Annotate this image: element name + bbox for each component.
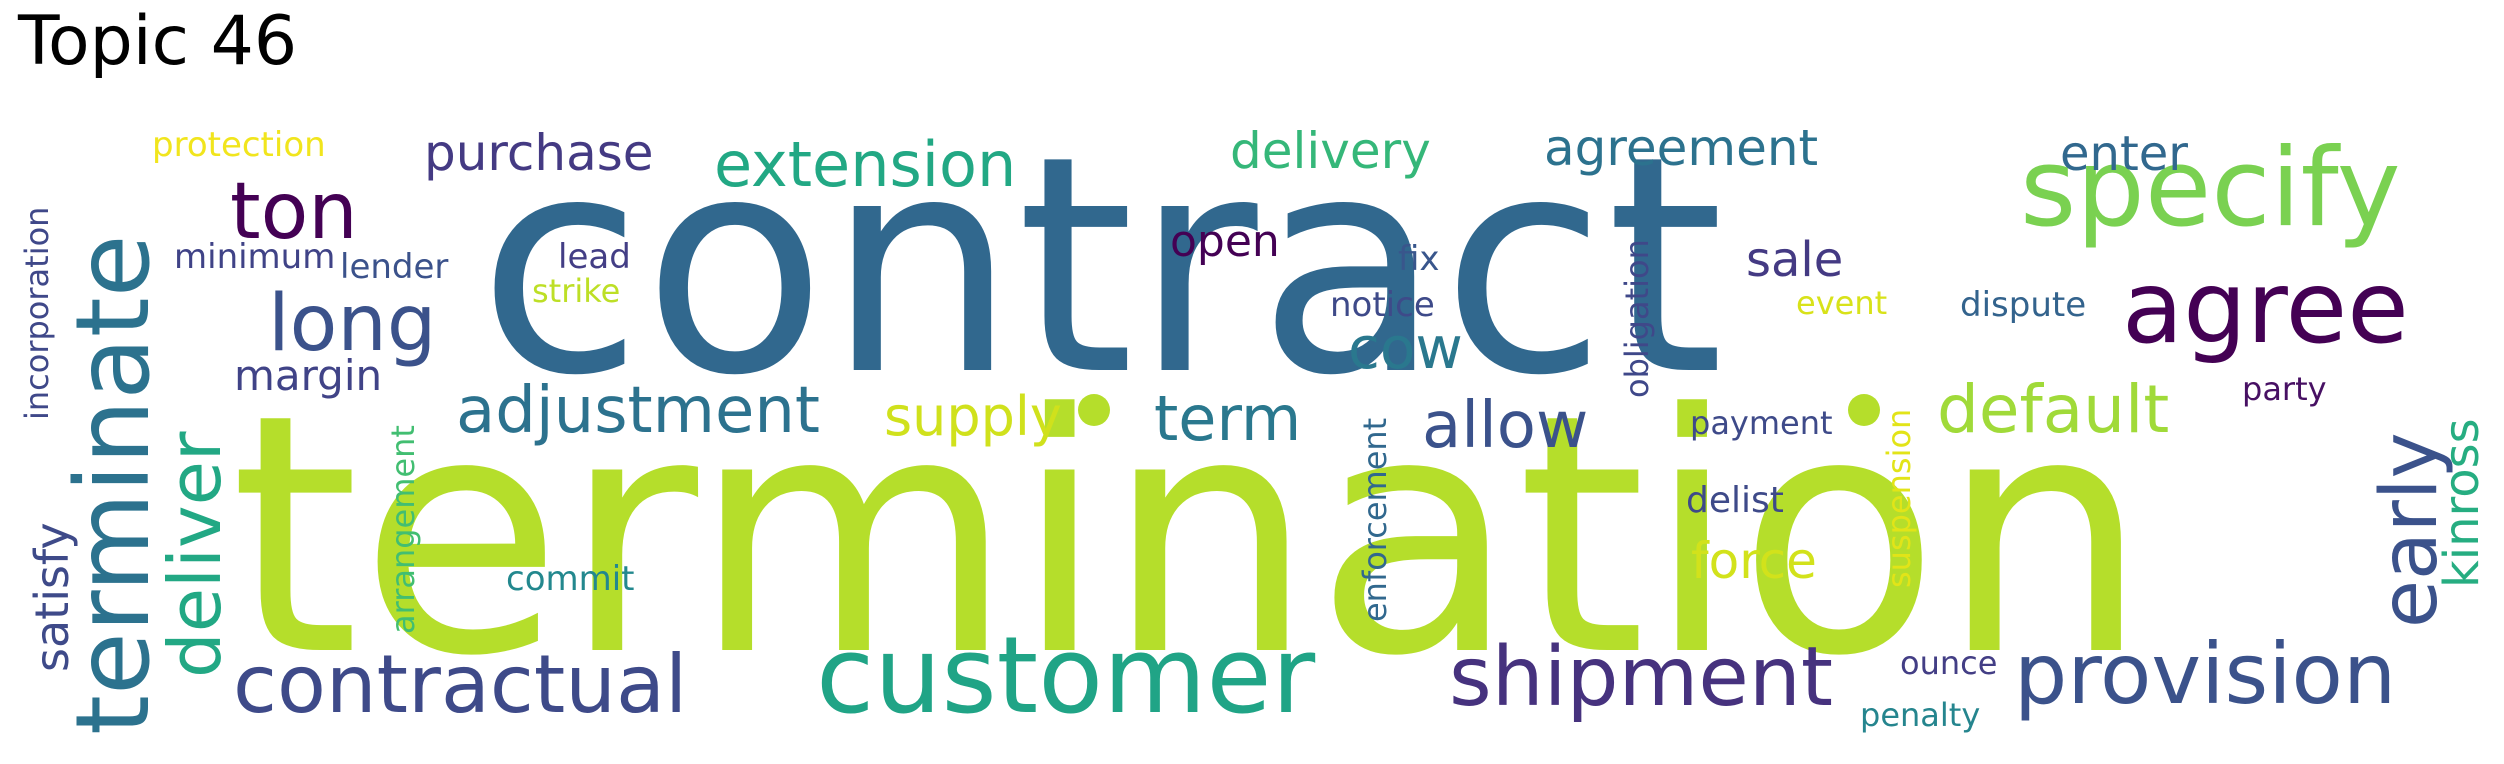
word-dispute: dispute [1960,285,2086,325]
word-long: long [268,279,436,369]
word-party: party [2242,370,2327,408]
word-terminate: terminate [54,235,173,736]
page-title: Topic 46 [18,2,298,81]
word-obligation: obligation [1618,239,1656,398]
word-allow: allow [1422,389,1588,463]
word-agree: agree [2122,249,2409,366]
word-protection: protection [152,125,326,165]
word-commit: commit [506,559,635,599]
word-delist: delist [1686,480,1784,521]
word-contract: contract [478,92,1724,441]
word-purchase: purchase [424,124,654,182]
word-penalty: penalty [1860,696,1980,734]
word-supply: supply [884,385,1062,448]
word-ton: ton [230,167,358,257]
word-open: open [1170,216,1280,267]
word-ounce: ounce [1900,644,1997,682]
word-minimum: minimum [174,237,335,277]
word-cow: cow [1348,314,1463,382]
word-customer: customer [816,614,1316,737]
word-deliver: deliver [153,431,237,678]
word-lender: lender [340,247,448,287]
word-provision: provision [2014,625,2396,723]
word-margin: margin [234,351,382,400]
word-event: event [1796,284,1887,322]
word-lead: lead [558,237,631,277]
word-delivery: delivery [1230,122,1431,180]
word-notice: notice [1330,285,1435,325]
word-default: default [1937,371,2169,448]
word-early: early [2365,432,2455,628]
word-termination: termination [230,344,2149,728]
cloud-dot-2 [1848,394,1880,426]
word-agreement: agreement [1544,119,1818,177]
word-sale: sale [1746,232,1843,288]
word-suspension: suspension [1880,409,1918,588]
word-enter: enter [2060,126,2188,182]
word-strike: strike [532,272,620,310]
word-fix: fix [1398,239,1440,279]
word-force: force [1691,532,1817,590]
word-satisfy: satisfy [25,522,79,672]
word-kinross: kinross [2434,418,2490,588]
word-incorporation: incorporation [18,207,56,420]
word-term: term [1154,382,1301,455]
word-shipment: shipment [1449,630,1833,725]
word-payment: payment [1690,404,1833,442]
cloud-dot-1 [1078,394,1110,426]
word-adjustment: adjustment [456,374,820,448]
word-extension: extension [714,128,1016,201]
word-enforcement: enforcement [1356,418,1394,622]
word-specify: specify [2020,126,2401,251]
word-arrangement: arrangement [384,425,422,634]
word-contractual: contractual [233,638,687,731]
